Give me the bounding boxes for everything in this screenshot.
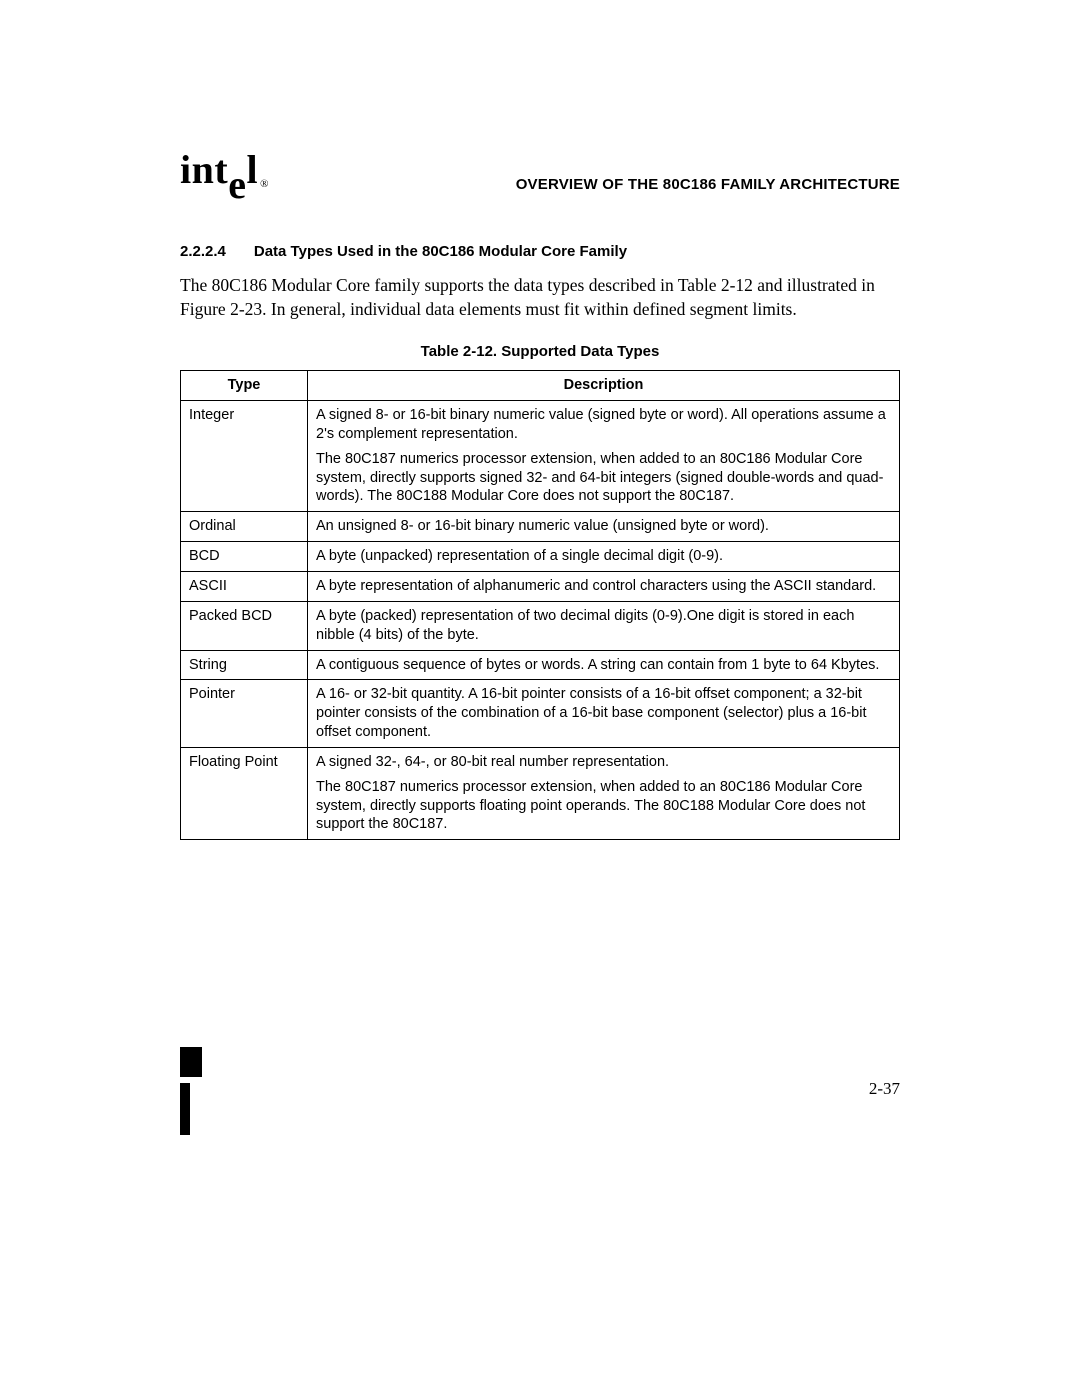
registered-icon: ® bbox=[260, 178, 269, 190]
cell-description: A signed 8- or 16-bit binary numeric val… bbox=[308, 401, 900, 512]
col-type: Type bbox=[181, 371, 308, 401]
table-row: Floating Point A signed 32-, 64-, or 80-b… bbox=[181, 747, 900, 839]
table-row: Packed BCDA byte (packed) representation… bbox=[181, 601, 900, 650]
logo-part-2: e bbox=[228, 162, 246, 207]
table-row: Ordinal An unsigned 8- or 16-bit binary n… bbox=[181, 512, 900, 542]
crop-marks bbox=[180, 1047, 202, 1135]
cell-type: String bbox=[181, 650, 308, 680]
table-row: BCD A byte (unpacked) representation of a… bbox=[181, 542, 900, 572]
table-row: IntegerA signed 8- or 16-bit binary nume… bbox=[181, 401, 900, 512]
cell-description: A byte representation of alphanumeric an… bbox=[308, 572, 900, 602]
logo-part-3: l bbox=[246, 147, 258, 192]
crop-mark-icon bbox=[180, 1083, 190, 1135]
cell-paragraph: A byte representation of alphanumeric an… bbox=[316, 577, 891, 596]
table-row: ASCII A byte representation of alphanumer… bbox=[181, 572, 900, 602]
data-types-table: Type Description IntegerA signed 8- or 1… bbox=[180, 370, 900, 840]
intel-logo: intel® bbox=[180, 150, 267, 199]
cell-description: A 16- or 32-bit quantity. A 16-bit point… bbox=[308, 680, 900, 748]
document-title: OVERVIEW OF THE 80C186 FAMILY ARCHITECTU… bbox=[516, 176, 900, 199]
cell-paragraph: A contiguous sequence of bytes or words.… bbox=[316, 656, 891, 675]
table-caption: Table 2-12. Supported Data Types bbox=[180, 343, 900, 360]
cell-paragraph: A byte (unpacked) representation of a si… bbox=[316, 547, 891, 566]
cell-type: Integer bbox=[181, 401, 308, 512]
cell-paragraph: The 80C187 numerics processor extension,… bbox=[316, 778, 891, 835]
cell-description: A signed 32-, 64-, or 80-bit real number… bbox=[308, 747, 900, 839]
cell-type: Floating Point bbox=[181, 747, 308, 839]
section-number: 2.2.2.4 bbox=[180, 243, 226, 260]
cell-paragraph: A signed 8- or 16-bit binary numeric val… bbox=[316, 406, 891, 444]
table-body: IntegerA signed 8- or 16-bit binary nume… bbox=[181, 401, 900, 840]
crop-mark-icon bbox=[180, 1047, 202, 1077]
page: intel® OVERVIEW OF THE 80C186 FAMILY ARC… bbox=[0, 0, 1080, 1397]
logo-part-1: int bbox=[180, 147, 228, 192]
cell-type: ASCII bbox=[181, 572, 308, 602]
section-heading: 2.2.2.4 Data Types Used in the 80C186 Mo… bbox=[180, 243, 900, 260]
cell-type: Ordinal bbox=[181, 512, 308, 542]
cell-type: Pointer bbox=[181, 680, 308, 748]
table-header-row: Type Description bbox=[181, 371, 900, 401]
cell-description: An unsigned 8- or 16-bit binary numeric … bbox=[308, 512, 900, 542]
col-description: Description bbox=[308, 371, 900, 401]
cell-description: A byte (unpacked) representation of a si… bbox=[308, 542, 900, 572]
cell-description: A byte (packed) representation of two de… bbox=[308, 601, 900, 650]
cell-paragraph: An unsigned 8- or 16-bit binary numeric … bbox=[316, 517, 891, 536]
page-number: 2-37 bbox=[869, 1079, 900, 1099]
section-title: Data Types Used in the 80C186 Modular Co… bbox=[254, 243, 627, 260]
cell-description: A contiguous sequence of bytes or words.… bbox=[308, 650, 900, 680]
header: intel® OVERVIEW OF THE 80C186 FAMILY ARC… bbox=[180, 150, 900, 199]
cell-paragraph: A byte (packed) representation of two de… bbox=[316, 607, 891, 645]
cell-paragraph: A 16- or 32-bit quantity. A 16-bit point… bbox=[316, 685, 891, 742]
cell-paragraph: The 80C187 numerics processor extension,… bbox=[316, 450, 891, 507]
cell-type: Packed BCD bbox=[181, 601, 308, 650]
body-paragraph: The 80C186 Modular Core family supports … bbox=[180, 274, 900, 321]
cell-paragraph: A signed 32-, 64-, or 80-bit real number… bbox=[316, 753, 891, 772]
table-row: PointerA 16- or 32-bit quantity. A 16-bi… bbox=[181, 680, 900, 748]
cell-type: BCD bbox=[181, 542, 308, 572]
table-row: String A contiguous sequence of bytes or … bbox=[181, 650, 900, 680]
